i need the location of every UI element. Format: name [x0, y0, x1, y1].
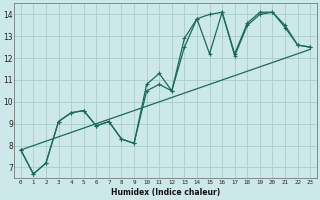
X-axis label: Humidex (Indice chaleur): Humidex (Indice chaleur) [111, 188, 220, 197]
